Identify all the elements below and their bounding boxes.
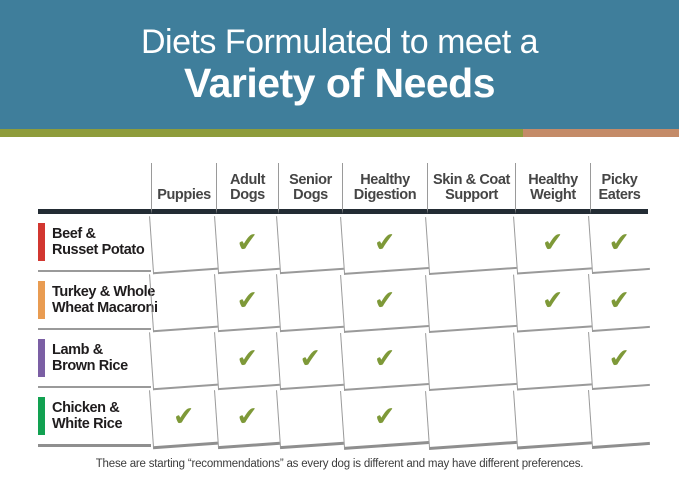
row-accent-bar <box>38 397 45 435</box>
row-label-line2: Russet Potato <box>52 242 145 258</box>
table-corner-cell <box>38 163 151 214</box>
row-accent-bar <box>38 339 45 377</box>
row-label-line1: Lamb & <box>52 341 103 358</box>
check-cell: ✔ <box>513 211 592 275</box>
row-label-line2: White Rice <box>52 416 123 432</box>
row-label-turkey-wheat-macaroni: Turkey & Whole Wheat Macaroni <box>38 272 158 330</box>
row-label-lamb-brown-rice: Lamb & Brown Rice <box>38 330 151 388</box>
row-label-text: Turkey & Whole Wheat Macaroni <box>52 284 158 316</box>
column-header-adult-dogs: Adult Dogs <box>216 163 278 214</box>
row-label-beef-russet-potato: Beef & Russet Potato <box>38 214 151 272</box>
row-label-line1: Beef & <box>52 225 96 242</box>
column-header-puppies: Puppies <box>151 163 216 214</box>
column-header-picky-eaters: Picky Eaters <box>590 163 648 214</box>
row-accent-bar <box>38 281 45 319</box>
check-cell <box>588 386 650 449</box>
row-accent-bar <box>38 223 45 261</box>
check-cell <box>149 211 218 275</box>
check-cell: ✔ <box>340 211 429 275</box>
row-label-chicken-white-rice: Chicken & White Rice <box>38 388 151 447</box>
column-header-healthy-weight: Healthy Weight <box>515 163 590 214</box>
check-cell <box>513 385 592 450</box>
divider-stripe-salmon <box>523 129 679 137</box>
row-label-text: Chicken & White Rice <box>52 399 123 432</box>
check-cell: ✔ <box>214 385 280 450</box>
check-cell <box>513 327 592 391</box>
divider-stripe <box>0 129 679 137</box>
title-line-1: Diets Formulated to meet a <box>140 22 539 61</box>
title-banner: Diets Formulated to meet a Variety of Ne… <box>0 0 679 129</box>
check-cell <box>425 327 517 391</box>
check-cell <box>425 385 517 450</box>
row-label-line2: Wheat Macaroni <box>52 300 158 316</box>
check-cell: ✔ <box>214 269 280 333</box>
row-label-text: Lamb & Brown Rice <box>52 342 128 374</box>
column-header-healthy-digestion: Healthy Digestion <box>342 163 427 214</box>
check-cell: ✔ <box>340 385 429 450</box>
check-cell <box>276 211 344 275</box>
check-cell <box>425 211 517 275</box>
check-cell: ✔ <box>276 327 344 391</box>
column-header-senior-dogs: Senior Dogs <box>278 163 342 214</box>
check-cell <box>276 385 344 450</box>
row-label-line1: Chicken & <box>52 399 120 416</box>
row-label-line2: Brown Rice <box>52 358 128 374</box>
check-cell: ✔ <box>588 328 650 390</box>
check-cell: ✔ <box>588 212 650 274</box>
diet-needs-matrix: Puppies Adult Dogs Senior Dogs Healthy D… <box>38 163 650 450</box>
column-header-skin-coat-support: Skin & Coat Support <box>427 163 515 214</box>
check-cell: ✔ <box>214 211 280 275</box>
check-cell: ✔ <box>340 269 429 333</box>
check-cell <box>149 269 218 333</box>
divider-stripe-olive <box>0 129 523 137</box>
check-cell: ✔ <box>149 385 218 450</box>
check-cell: ✔ <box>588 270 650 332</box>
check-cell <box>276 269 344 333</box>
check-cell: ✔ <box>513 269 592 333</box>
check-cell: ✔ <box>340 327 429 391</box>
check-cell: ✔ <box>214 327 280 391</box>
footnote: These are starting “recommendations” as … <box>95 458 584 470</box>
title-line-2: Variety of Needs <box>183 59 496 106</box>
check-cell <box>149 327 218 391</box>
check-cell <box>425 269 517 333</box>
row-label-line1: Turkey & Whole <box>52 283 155 300</box>
row-label-text: Beef & Russet Potato <box>52 225 145 258</box>
